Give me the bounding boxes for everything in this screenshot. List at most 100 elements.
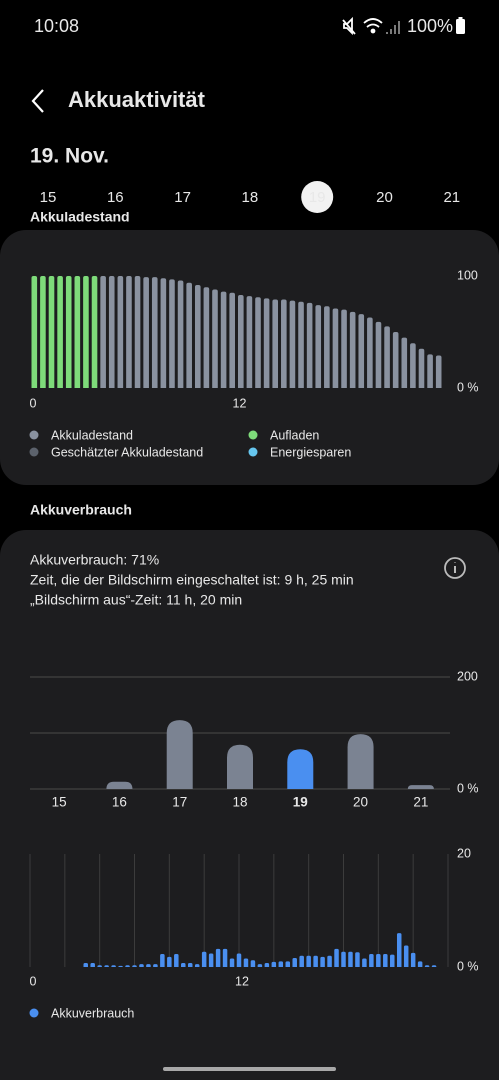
bar	[341, 309, 347, 388]
bar	[91, 276, 98, 388]
bar	[367, 317, 373, 388]
info-circle	[444, 557, 466, 579]
battery-tip	[458, 17, 463, 19]
legend-label: Akkuladestand	[51, 428, 133, 442]
signal-icon	[386, 21, 400, 34]
bar	[222, 948, 228, 967]
bar	[151, 277, 158, 388]
bar	[48, 276, 55, 388]
bar	[143, 277, 149, 388]
y-tick-label: 100	[457, 268, 478, 282]
x-tick-label: 12	[233, 396, 247, 410]
legend-marker	[29, 430, 39, 440]
bar	[347, 734, 374, 789]
legend-label: Geschätzter Akkuladestand	[51, 445, 203, 459]
bar	[117, 276, 124, 388]
bar	[100, 276, 106, 388]
bar	[97, 965, 102, 967]
bar	[315, 305, 322, 388]
bar	[369, 954, 374, 967]
bar	[390, 954, 395, 967]
summary-line: „Bildschirm aus“-Zeit: 11 h, 20 min	[30, 592, 242, 608]
x-tick-label: 15	[52, 795, 67, 810]
battery-icon	[456, 19, 465, 34]
bar	[236, 953, 242, 967]
bar	[160, 954, 165, 967]
y-tick-label: 0 %	[457, 959, 479, 973]
day-tab[interactable]: 19	[309, 189, 326, 206]
bar	[65, 276, 72, 388]
bar	[74, 276, 81, 388]
bar	[410, 952, 416, 967]
bar	[299, 955, 304, 967]
bar	[263, 298, 270, 388]
bar	[435, 355, 442, 388]
day-tab[interactable]: 21	[443, 189, 460, 206]
bar	[383, 954, 388, 967]
legend-marker	[248, 430, 258, 440]
bar	[392, 332, 399, 388]
bar	[327, 955, 332, 967]
bar	[246, 296, 253, 388]
bar	[278, 961, 284, 967]
bar	[257, 964, 263, 967]
day-tab[interactable]: 16	[107, 189, 124, 206]
bar	[104, 965, 109, 967]
bar	[220, 291, 227, 388]
bar	[410, 343, 416, 388]
selected-day	[301, 181, 334, 213]
bar	[418, 348, 425, 388]
bar	[83, 963, 88, 967]
page-title: Akkuaktivität	[68, 87, 206, 112]
bar	[407, 785, 434, 789]
legend-label: Akkuverbrauch	[51, 1006, 134, 1020]
x-tick-label: 19	[293, 795, 308, 810]
legend-label: Aufladen	[270, 428, 319, 442]
bar	[134, 276, 141, 388]
bar	[424, 965, 430, 967]
bar	[40, 276, 46, 388]
bar	[401, 337, 408, 388]
bar	[243, 958, 249, 967]
bar	[349, 311, 356, 388]
bar	[281, 299, 287, 388]
x-tick-label: 0	[30, 974, 37, 988]
bar	[177, 280, 184, 388]
bar	[313, 955, 318, 967]
back-button[interactable]	[31, 89, 44, 113]
y-tick-label: 0 %	[457, 781, 479, 795]
mute-icon	[342, 16, 356, 36]
status-battery: 100%	[407, 16, 453, 36]
bar	[272, 299, 279, 388]
bar	[285, 961, 291, 967]
day-tabs: 15 16 17 18 19 20 21	[40, 181, 460, 213]
day-tab[interactable]: 18	[242, 189, 259, 206]
bar	[203, 287, 210, 388]
bar	[139, 964, 144, 967]
status-time: 10:08	[34, 16, 79, 36]
bar	[83, 276, 89, 388]
bar	[306, 302, 313, 388]
bar	[201, 951, 207, 967]
bar	[324, 306, 330, 388]
bar	[427, 354, 433, 388]
bar	[229, 958, 235, 967]
bar	[250, 960, 256, 967]
x-tick-label: 0	[30, 396, 37, 410]
day-tab[interactable]: 15	[40, 189, 57, 206]
bar	[362, 958, 367, 967]
bar	[341, 951, 346, 967]
bar	[358, 314, 365, 388]
bar	[298, 301, 304, 388]
bar	[306, 955, 311, 967]
bar	[212, 289, 218, 388]
x-tick-label: 12	[235, 974, 249, 988]
bar	[106, 781, 133, 789]
bar	[384, 326, 390, 388]
info-button[interactable]	[444, 557, 466, 579]
y-tick-label: 0 %	[457, 380, 479, 394]
legend-label: Energiesparen	[270, 445, 351, 459]
day-tab[interactable]: 20	[376, 189, 393, 206]
bar	[264, 963, 270, 967]
day-tab[interactable]: 17	[174, 189, 191, 206]
